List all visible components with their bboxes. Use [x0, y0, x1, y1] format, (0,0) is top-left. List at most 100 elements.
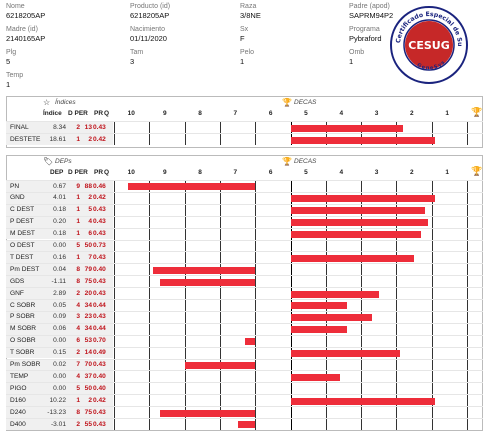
dper-value: 8 [76, 265, 80, 273]
deca-gridline [396, 180, 398, 430]
info-label: Programa [349, 26, 380, 33]
deca-gridline [184, 180, 186, 430]
trait-name: GND [10, 194, 25, 202]
pr-value: 34 [84, 301, 92, 309]
deca-bar [128, 183, 256, 191]
row-label-bg [6, 192, 113, 204]
deps-column-header: DEP D PER PR Q 10 9 8 7 6 5 4 3 2 1 🏆 [6, 166, 483, 178]
table-row: M SOBR 0.06 4 34 0.44 [6, 322, 483, 335]
deca-bar [152, 266, 256, 274]
info-field: Padre (apod) SAPRM94P2 [349, 2, 459, 21]
info-field: Producto (id) 6218205AP [130, 2, 240, 21]
q-value: 0.42 [93, 135, 106, 143]
info-field: Raza 3/8NE [240, 2, 350, 21]
deca-tick-label: 3 [374, 169, 379, 176]
info-label: Plg [6, 49, 17, 56]
trait-name: D400 [10, 420, 26, 428]
pr-value: 70 [84, 361, 92, 368]
dper-value: 1 [76, 230, 80, 238]
info-field: Tam 3 [130, 48, 240, 67]
q-value: 0.43 [93, 230, 106, 238]
dper-value: 1 [76, 194, 80, 202]
table-row: Pm DEST 0.04 8 79 0.40 [6, 263, 483, 276]
trait-name: Pm SOBR [10, 361, 41, 368]
row-label-bg [6, 204, 113, 216]
deca-bar [290, 397, 436, 405]
dper-value: 1 [76, 218, 80, 226]
q-value: 0.44 [93, 325, 106, 333]
dep-value: 2.89 [53, 289, 66, 297]
deca-bar [290, 195, 436, 203]
dper-value: 1 [76, 135, 80, 143]
dep-value: 0.00 [53, 384, 66, 392]
dper-value: 1 [76, 253, 80, 261]
info-field: Omb 1 [349, 48, 459, 67]
info-field: Programa Pybraford [349, 25, 459, 44]
dep-value: 0.09 [53, 313, 66, 321]
deca-tick-label: 5 [304, 110, 308, 117]
row-label-bg [6, 252, 113, 264]
table-row: TEMP 0.00 4 37 0.40 [6, 370, 483, 383]
row-label-bg [6, 300, 113, 311]
pr-value: 88 [84, 182, 92, 190]
trait-name: Pm DEST [10, 265, 40, 273]
q-value: 0.40 [93, 384, 106, 392]
pr-value: 79 [84, 265, 92, 273]
row-label-bg [6, 240, 113, 252]
dep-value: 0.15 [53, 349, 66, 357]
q-value: 0.43 [93, 277, 106, 285]
row-label-bg [6, 134, 113, 145]
dper-value: 2 [76, 420, 80, 428]
q-value: 0.43 [93, 123, 106, 131]
deca-tick-label: 2 [410, 169, 414, 176]
pr-value: 50 [84, 242, 92, 249]
deca-tick-label: 9 [162, 169, 167, 176]
dep-value: 0.16 [53, 253, 66, 261]
table-row: T SOBR 0.15 2 14 0.49 [6, 346, 483, 359]
info-label: Nome [6, 3, 25, 10]
row-label-bg [6, 264, 113, 276]
deca-tick-label: 6 [268, 110, 273, 117]
row-label-bg [6, 228, 113, 240]
info-value: 6218205AP [130, 11, 170, 20]
dep-value: 0.05 [53, 301, 66, 309]
info-label: Raza [240, 3, 257, 10]
deca-tick-label: 1 [445, 169, 449, 176]
table-row: FINAL 8.34 2 13 0.43 [6, 121, 483, 133]
pr-value: 34 [84, 325, 92, 333]
row-label-bg [6, 335, 113, 347]
pr-value: 50 [84, 384, 92, 392]
deca-tick-label: 8 [198, 169, 202, 176]
table-row: Pm SOBR 0.02 7 70 0.43 [6, 358, 483, 371]
info-label: Omb [349, 49, 365, 56]
row-label-bg [6, 359, 113, 371]
dper-value: 4 [76, 301, 80, 309]
info-field: Plg 5 [6, 48, 116, 67]
indices-decas-title: DECAS [294, 99, 317, 106]
col-pr: PR [94, 110, 104, 117]
row-label-bg [6, 323, 113, 335]
table-row: GND 4.01 1 2 0.42 [6, 191, 483, 204]
pr-value: 55 [84, 420, 92, 428]
deca-bar [159, 278, 256, 286]
table-row: C DEST 0.18 1 5 0.43 [6, 203, 483, 216]
tag-icon: 🏷 [43, 157, 54, 166]
dper-value: 8 [76, 277, 80, 285]
trait-name: T DEST [10, 253, 34, 261]
dper-value: 6 [76, 337, 80, 345]
row-label-bg [6, 181, 113, 192]
info-label: Madre (id) [6, 26, 38, 33]
info-field: Pelo 1 [240, 48, 350, 67]
deca-gridline [114, 180, 115, 430]
q-value: 0.43 [93, 408, 106, 416]
deca-tick-label: 5 [304, 169, 308, 176]
col-q: Q [104, 110, 110, 117]
star-icon: ☆ [43, 98, 51, 107]
trait-name: M DEST [10, 230, 35, 238]
table-row: GDS -1.11 8 75 0.43 [6, 275, 483, 288]
deca-bar [290, 124, 404, 132]
deca-tick-label: 9 [162, 110, 167, 117]
trophy-icon: 🏆 [471, 166, 483, 176]
dper-value: 5 [76, 384, 80, 392]
pr-value: 2 [88, 194, 92, 202]
